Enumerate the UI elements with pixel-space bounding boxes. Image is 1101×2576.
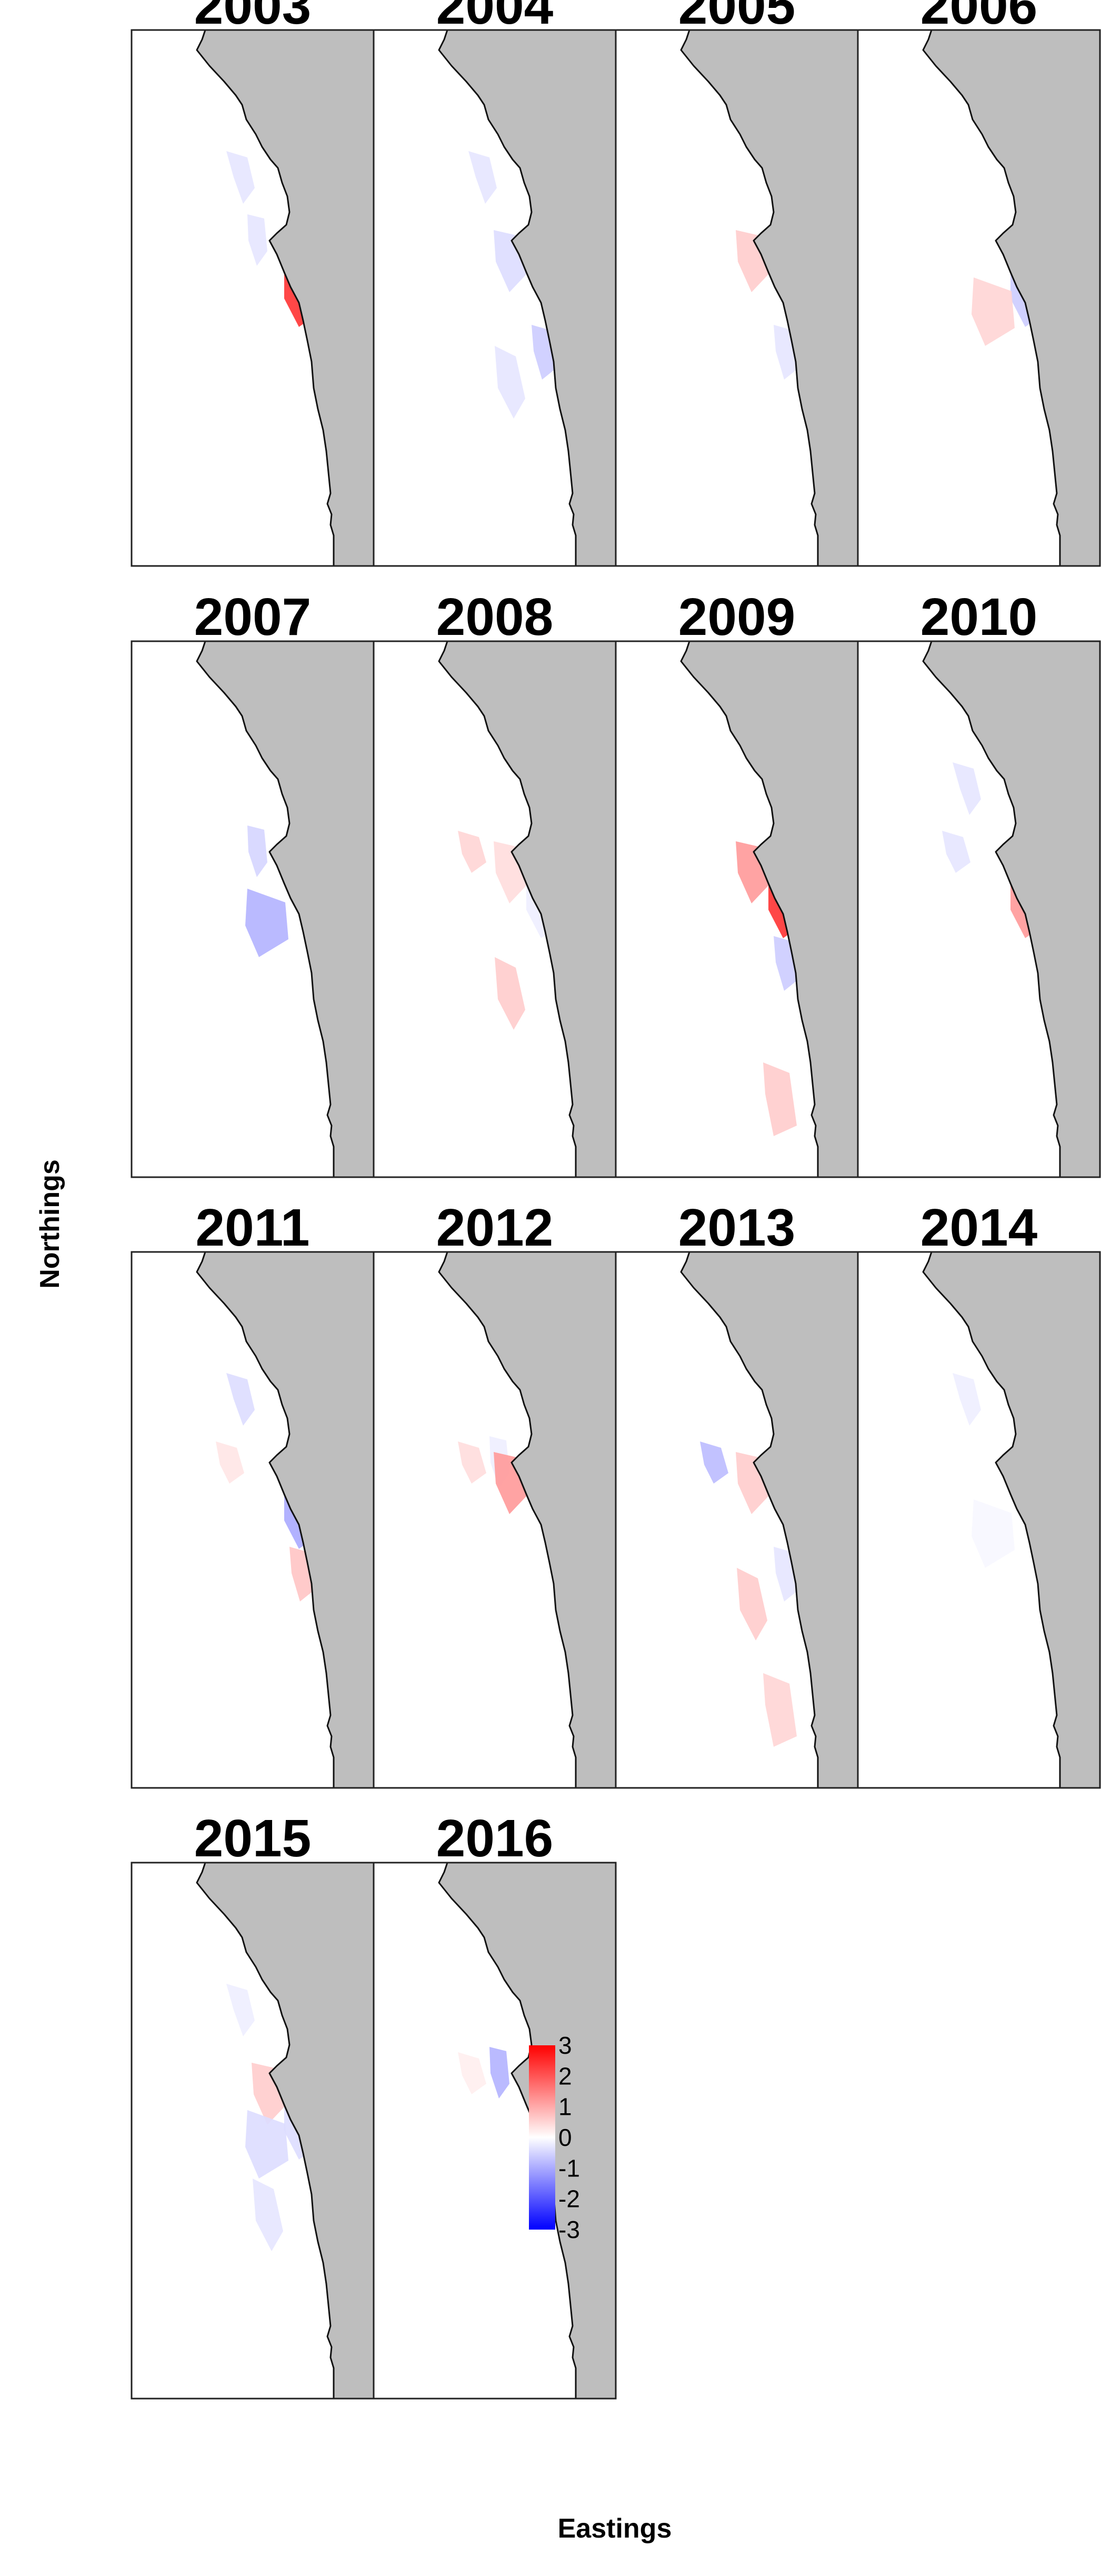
year-panel-2007: 2007 [131, 588, 375, 1178]
land-mass [680, 30, 858, 566]
colour-legend: 3 2 1 0 -1 -2 -3 [529, 2032, 580, 2243]
anomaly-zone-z12 [763, 1062, 797, 1136]
year-panel-2005: 2005 [615, 0, 859, 567]
anomaly-zone-z1 [226, 1373, 255, 1426]
legend-tick-label: -1 [558, 2154, 580, 2182]
panel-year-title: 2008 [436, 588, 553, 647]
panel-year-title: 2009 [678, 588, 795, 647]
year-panel-2009: 2009 [615, 588, 859, 1178]
legend-tick-label: 3 [558, 2032, 572, 2059]
land-mass [922, 641, 1100, 1177]
year-panel-2016: 2016 [373, 1809, 617, 2400]
legend-colour-bar [529, 2045, 555, 2230]
panel-frame [857, 640, 1101, 1178]
panel-frame [857, 29, 1101, 567]
anomaly-zone-z7 [737, 1568, 767, 1640]
land-mass [196, 641, 374, 1177]
year-panel-2008: 2008 [373, 588, 617, 1178]
anomaly-zone-z1 [468, 151, 497, 204]
legend-tick-label: 0 [558, 2124, 572, 2151]
year-panel-2015: 2015 [131, 1809, 375, 2400]
anomaly-zone-z6 [972, 277, 1015, 346]
land-mass [922, 30, 1100, 566]
anomaly-zone-z6 [245, 2110, 288, 2179]
anomaly-zone-z3 [458, 2052, 486, 2094]
anomaly-zone-z7 [495, 957, 525, 1030]
year-panel-2011: 2011 [131, 1198, 375, 1789]
legend-tick-label: -3 [558, 2216, 580, 2243]
panel-frame [373, 1862, 617, 2400]
anomaly-zone-z3 [458, 1441, 486, 1484]
x-axis-label: Eastings [558, 2513, 672, 2544]
anomaly-zone-z3 [458, 831, 486, 873]
anomaly-zone-z1 [226, 1984, 255, 2036]
anomaly-zone-z2 [247, 214, 267, 266]
panel-frame [857, 1251, 1101, 1789]
legend-tick-label: 1 [558, 2093, 572, 2121]
legend-tick-label: -2 [558, 2185, 580, 2213]
panel-year-title: 2015 [194, 1809, 311, 1868]
land-mass [438, 641, 616, 1177]
anomaly-zone-z1 [953, 1373, 981, 1426]
panel-year-title: 2011 [196, 1198, 310, 1257]
panel-year-title: 2010 [920, 588, 1037, 647]
panel-year-title: 2006 [920, 0, 1037, 35]
land-mass [438, 1863, 616, 2399]
anomaly-zone-z3 [700, 1441, 728, 1484]
panel-year-title: 2004 [436, 0, 554, 35]
panel-year-title: 2003 [194, 0, 311, 35]
year-panel-2004: 2004 [373, 0, 617, 567]
anomaly-zone-z3 [216, 1441, 244, 1484]
anomaly-zone-z1 [953, 762, 981, 815]
panel-year-title: 2012 [436, 1198, 553, 1257]
land-mass [680, 641, 858, 1177]
year-panel-2010: 2010 [857, 588, 1101, 1178]
panel-year-title: 2013 [678, 1198, 795, 1257]
land-mass [922, 1252, 1100, 1788]
land-mass [438, 1252, 616, 1788]
land-mass [196, 1252, 374, 1788]
land-mass [680, 1252, 858, 1788]
anomaly-zone-z2 [489, 2047, 509, 2098]
panel-year-title: 2005 [678, 0, 795, 35]
y-axis-label: Northings [35, 1159, 65, 1289]
anomaly-zone-z2 [247, 825, 267, 877]
year-panel-2014: 2014 [857, 1198, 1101, 1789]
anomaly-zone-z7 [495, 346, 525, 419]
anomaly-zone-z6 [245, 889, 288, 957]
panel-year-title: 2007 [194, 588, 311, 647]
anomaly-zone-z1 [226, 151, 255, 204]
panel-year-title: 2014 [920, 1198, 1038, 1257]
anomaly-zone-z6 [972, 1499, 1015, 1568]
year-panel-2003: 2003 [131, 0, 375, 567]
year-panel-2013: 2013 [615, 1198, 859, 1789]
anomaly-zone-z3 [942, 831, 970, 873]
land-mass [196, 1863, 374, 2399]
land-mass [196, 30, 374, 566]
year-panel-2012: 2012 [373, 1198, 617, 1789]
anomaly-zone-z12 [763, 1673, 797, 1747]
legend-tick-label: 2 [558, 2062, 572, 2090]
anomaly-zone-z7 [253, 2179, 283, 2251]
year-panel-2006: 2006 [857, 0, 1101, 567]
land-mass [438, 30, 616, 566]
panel-year-title: 2016 [436, 1809, 553, 1868]
